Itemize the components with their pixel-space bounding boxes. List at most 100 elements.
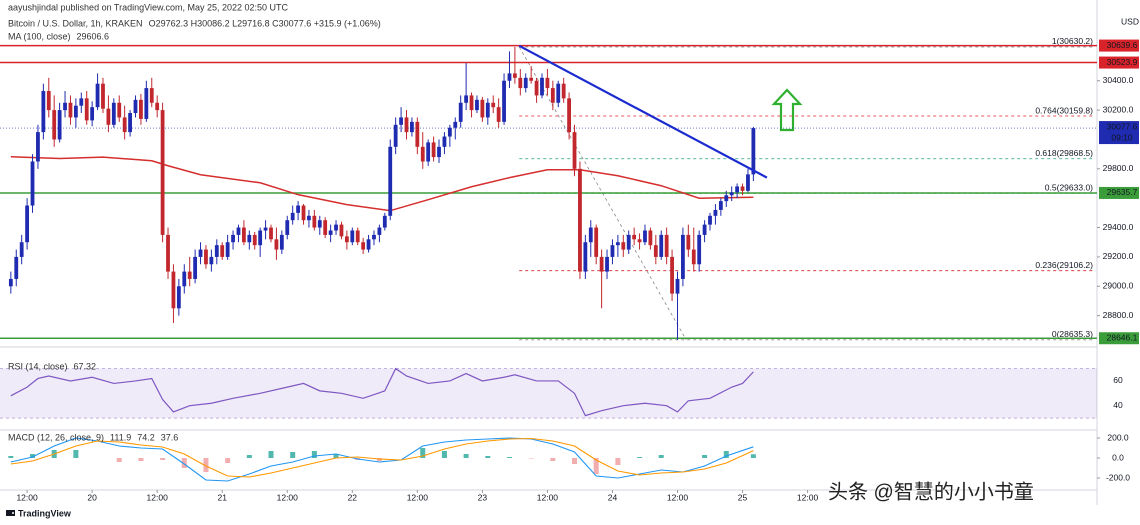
- macd-histogram-bar: [225, 458, 231, 463]
- candle-body: [84, 98, 89, 121]
- candle-body: [659, 234, 664, 257]
- candle-body: [664, 234, 669, 257]
- candle-body: [410, 121, 414, 133]
- candle-body: [41, 91, 46, 133]
- macd-histogram-bar: [463, 454, 469, 458]
- candle-body: [187, 271, 192, 279]
- level-tag: [1099, 56, 1139, 69]
- candle-body: [247, 234, 252, 243]
- candle-body: [263, 227, 268, 231]
- candle-body: [30, 161, 35, 206]
- macd-histogram-bar: [246, 455, 252, 458]
- candle-body: [545, 77, 550, 89]
- candle-body: [144, 88, 149, 119]
- candle-body: [572, 132, 577, 169]
- level-tag-label: 29635.7: [1107, 187, 1138, 197]
- macd-histogram-bar: [615, 458, 621, 465]
- candle-body: [73, 105, 78, 118]
- y-tick-label: 40: [1113, 400, 1123, 410]
- publisher: aayushjindal published on TradingView.co…: [8, 2, 289, 12]
- candle-body: [681, 234, 685, 279]
- chart-title: Bitcoin / U.S. Dollar, 1h, KRAKEN: [8, 18, 143, 28]
- candle-body: [68, 102, 73, 118]
- candle-body: [675, 278, 680, 294]
- x-tick-label: 24: [608, 492, 618, 502]
- candle-body: [615, 242, 620, 246]
- candle-body: [643, 230, 647, 243]
- candle-body: [182, 271, 187, 287]
- candle-body: [480, 99, 485, 118]
- price-tag-value: 30077.6: [1107, 121, 1138, 131]
- candle-body: [231, 234, 235, 243]
- level-tag-label: 30639.6: [1107, 40, 1138, 50]
- fib-label: 0.236(29106.2): [1035, 260, 1093, 270]
- candle-body: [529, 77, 534, 81]
- fib-label: 0(28635.3): [1052, 329, 1093, 339]
- candle-body: [155, 102, 160, 111]
- macd-histogram-bar: [658, 455, 664, 458]
- macd-histogram-bar: [333, 454, 339, 458]
- candle-body: [334, 224, 338, 231]
- level-tag: [1099, 39, 1139, 52]
- x-tick-label: 21: [217, 492, 227, 502]
- x-tick-label: 12:00: [407, 492, 429, 502]
- candle-body: [626, 234, 631, 250]
- x-tick-label: 22: [348, 492, 358, 502]
- macd-histogram-bar: [73, 450, 79, 458]
- candle-body: [464, 95, 469, 103]
- candle-body: [599, 256, 604, 272]
- candle-body: [296, 205, 300, 213]
- candle-body: [95, 83, 100, 108]
- candle-body: [193, 256, 198, 279]
- candle-body: [512, 73, 517, 78]
- candle-body: [79, 98, 84, 106]
- macd-histogram-bar: [268, 451, 274, 458]
- candle-body: [166, 234, 170, 272]
- macd-legend-value: 111.9: [110, 432, 131, 442]
- candle-body: [111, 102, 116, 125]
- macd-histogram-bar: [311, 451, 317, 458]
- candle-body: [518, 77, 523, 89]
- macd-histogram-bar: [181, 458, 187, 468]
- candle-body: [388, 146, 393, 216]
- macd-histogram-bar: [116, 458, 122, 462]
- fib-label: 0.5(29633.0): [1045, 183, 1093, 193]
- candle-body: [637, 239, 642, 243]
- candle-body: [588, 227, 593, 243]
- candle-body: [328, 230, 333, 235]
- candle-body: [209, 256, 214, 265]
- candle-body: [437, 146, 441, 158]
- candle-body: [214, 245, 219, 257]
- macd-legend-value: 37.6: [161, 432, 179, 442]
- level-tag-label: 30523.9: [1107, 57, 1138, 67]
- level-tag: [1099, 332, 1139, 345]
- y-tick-label: 0.0: [1112, 452, 1124, 462]
- macd-title: MACD (12, 26, close, 9): [8, 432, 104, 442]
- candle-body: [361, 242, 366, 250]
- candle-body: [453, 121, 458, 128]
- macd-line: [10, 437, 754, 478]
- macd-histogram-bar: [203, 458, 209, 472]
- x-tick-label: 25: [738, 492, 748, 502]
- x-tick-label: 12:00: [277, 492, 299, 502]
- candle-body: [252, 234, 257, 246]
- macd-histogram-bar: [637, 457, 643, 458]
- x-tick-label: 12:00: [16, 492, 38, 502]
- candle-body: [550, 88, 555, 103]
- candle-body: [225, 242, 230, 257]
- candle-body: [729, 192, 734, 196]
- candle-body: [285, 220, 290, 235]
- candle-body: [697, 234, 702, 265]
- candle-body: [204, 249, 208, 265]
- candle-body: [610, 245, 615, 257]
- candle-body: [198, 249, 203, 257]
- candle-body: [220, 245, 225, 257]
- macd-line: [10, 437, 754, 482]
- rsi-band: [0, 368, 1097, 419]
- candle-body: [133, 99, 138, 114]
- x-tick-label: 12:00: [797, 492, 819, 502]
- macd-histogram-bar: [750, 454, 756, 458]
- candle-body: [149, 88, 154, 103]
- macd-histogram-bar: [138, 458, 144, 461]
